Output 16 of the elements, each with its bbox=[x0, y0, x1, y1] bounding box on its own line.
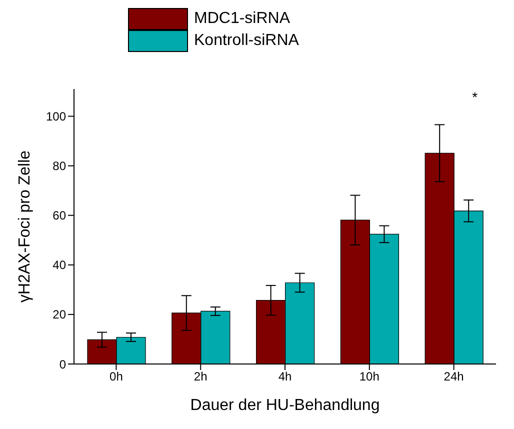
y-axis-title: γH2AX-Foci pro Zelle bbox=[16, 150, 34, 303]
y-tick-label: 80 bbox=[52, 159, 66, 174]
x-tick-label: 0h bbox=[110, 370, 123, 384]
x-tick-label: 24h bbox=[444, 370, 464, 384]
y-tick-label: 0 bbox=[59, 357, 66, 372]
x-axis-title: Dauer der HU-Behandlung bbox=[190, 397, 380, 414]
legend-label: MDC1-siRNA bbox=[194, 10, 290, 28]
x-tick-label: 4h bbox=[278, 370, 292, 384]
y-tick-label: 100 bbox=[46, 110, 66, 124]
legend-label: Kontroll-siRNA bbox=[194, 32, 299, 50]
y-tick-label: 20 bbox=[52, 308, 66, 322]
x-tick-label: 10h bbox=[359, 370, 380, 384]
y-tick-label: 60 bbox=[52, 208, 66, 223]
x-tick-label: 2h bbox=[194, 370, 208, 384]
y-tick-label: 40 bbox=[52, 258, 66, 272]
annotation: * bbox=[472, 88, 478, 105]
